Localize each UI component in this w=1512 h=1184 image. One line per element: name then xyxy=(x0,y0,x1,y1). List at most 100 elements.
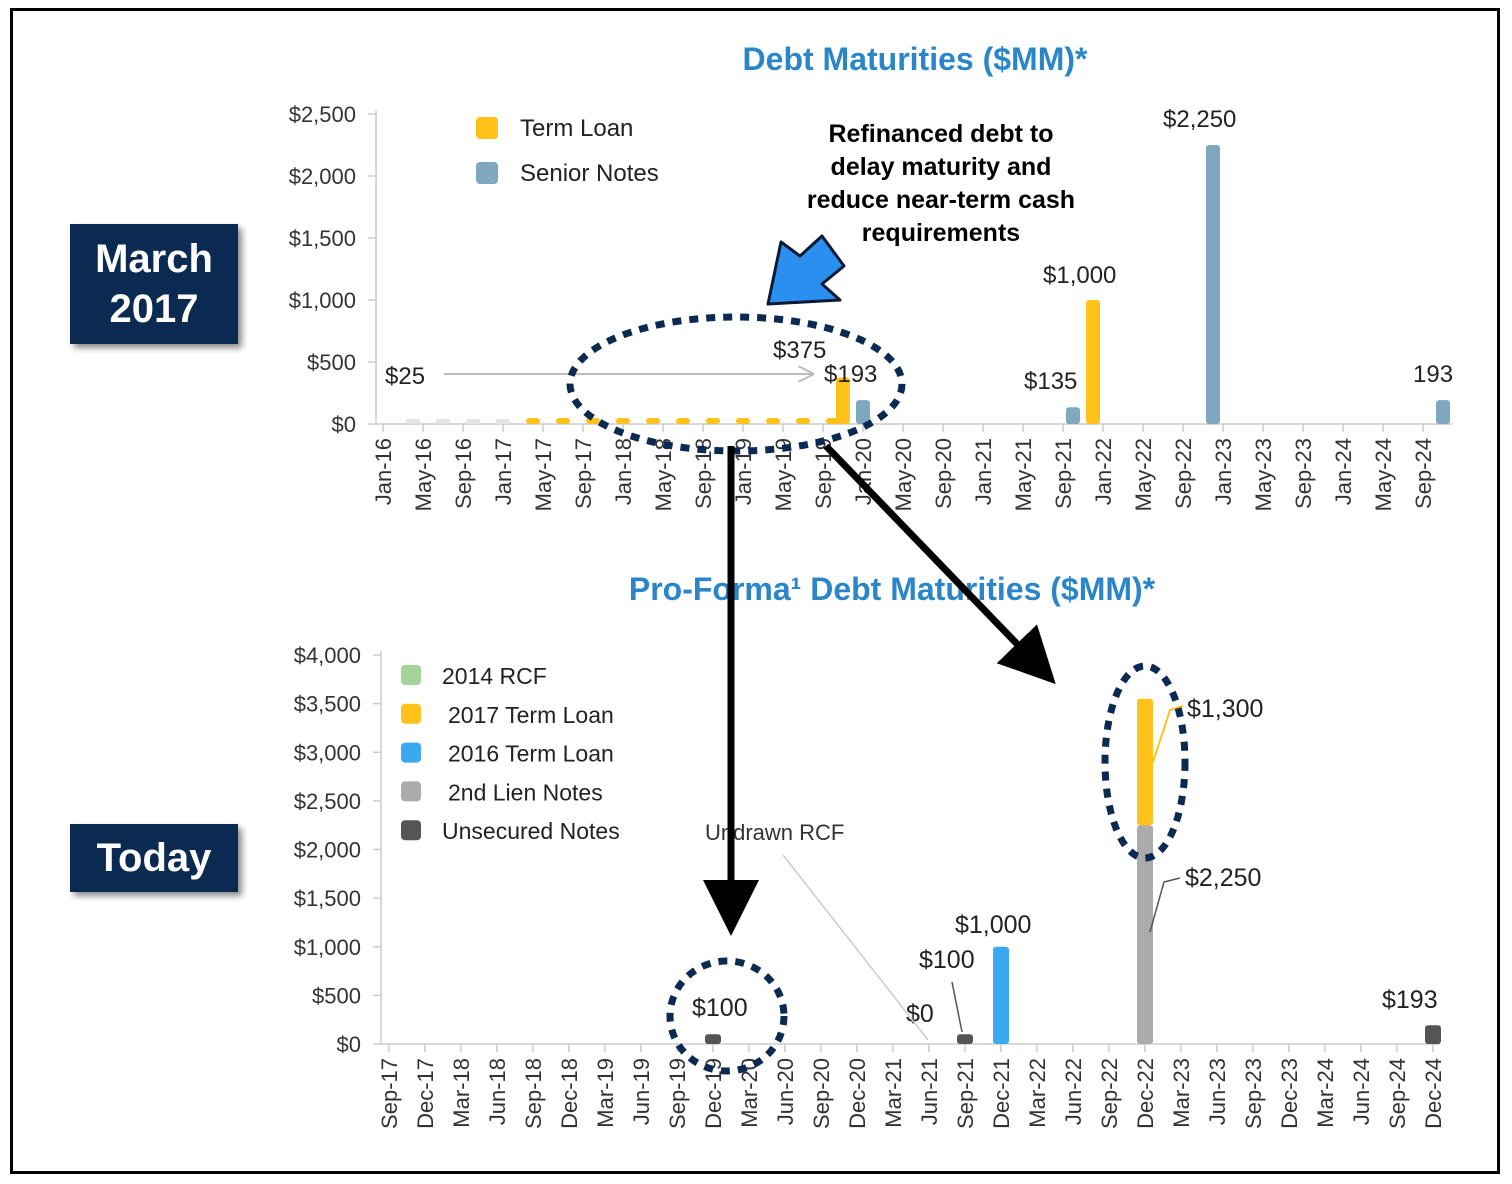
bottom-x-tick-label: Jun-24 xyxy=(1349,1058,1374,1125)
top-x-tick-label: Sep-21 xyxy=(1051,438,1076,509)
bottom-x-tick-label: Dec-23 xyxy=(1277,1058,1302,1129)
top-x-tick-label: Jan-16 xyxy=(371,438,396,505)
top-legend-label: Senior Notes xyxy=(520,160,659,187)
bottom-bar-unsecured-notes xyxy=(1425,1025,1441,1044)
leader-line xyxy=(782,854,929,1041)
bottom-y-tick-label: $3,500 xyxy=(294,692,361,717)
bottom-data-label: $100 xyxy=(919,946,975,974)
connector-arrow-diagonal xyxy=(823,443,1056,685)
top-data-label: $375 xyxy=(773,337,826,364)
top-legend-swatch xyxy=(476,162,498,184)
top-bar-senior-notes xyxy=(1436,400,1450,424)
top-x-tick-label: Jan-22 xyxy=(1091,438,1116,505)
bottom-chart-title: Pro-Forma¹ Debt Maturities ($MM)* xyxy=(629,571,1156,607)
top-x-tick-label: May-17 xyxy=(531,438,556,511)
bottom-x-tick-label: Sep-23 xyxy=(1241,1058,1266,1129)
bottom-highlight-ellipse-2022 xyxy=(1101,662,1189,862)
bottom-y-tick-label: $1,000 xyxy=(294,935,361,960)
top-bar-term-loan xyxy=(526,418,540,424)
bottom-bar-2017-term-loan xyxy=(1137,698,1153,826)
top-bar-term-loan xyxy=(736,418,750,424)
top-bar-senior-notes xyxy=(1206,145,1220,424)
slide-frame xyxy=(10,8,1500,1174)
top-data-label: 193 xyxy=(1413,361,1453,388)
top-y-tick-label: $2,000 xyxy=(289,164,356,189)
top-data-label: $135 xyxy=(1024,368,1077,395)
callout-arrow xyxy=(766,234,846,306)
bottom-y-tick-label: $500 xyxy=(312,983,361,1008)
leader-line xyxy=(1149,877,1181,933)
bottom-x-tick-label: Sep-17 xyxy=(377,1058,402,1129)
top-y-tick-label: $2,500 xyxy=(289,102,356,127)
leader-line xyxy=(1152,705,1184,763)
top-y-tick-label: $1,500 xyxy=(289,226,356,251)
top-bar-senior-notes xyxy=(1066,407,1080,424)
bottom-x-tick-label: Mar-22 xyxy=(1025,1058,1050,1128)
top-x-tick-label: May-24 xyxy=(1371,438,1396,511)
top-bar-senior-notes xyxy=(856,400,870,424)
bottom-data-label: $1,300 xyxy=(1187,695,1263,723)
bottom-y-tick-label: $0 xyxy=(337,1032,361,1057)
top-data-label: $2,250 xyxy=(1163,106,1236,133)
top-x-tick-label: Sep-23 xyxy=(1291,438,1316,509)
bottom-x-tick-label: Mar-18 xyxy=(449,1058,474,1128)
top-data-label: $25 xyxy=(385,363,425,390)
bottom-legend-swatch xyxy=(401,781,421,802)
top-x-tick-label: Sep-17 xyxy=(571,438,596,509)
top-highlight-ellipse xyxy=(566,313,906,455)
top-bar-term-loan xyxy=(676,418,690,424)
top-x-tick-label: Sep-16 xyxy=(451,438,476,509)
bottom-x-tick-label: Jun-21 xyxy=(917,1058,942,1125)
badge-line-1: March xyxy=(95,237,213,281)
period-badge-today: Today xyxy=(70,824,238,892)
top-y-tick-label: $500 xyxy=(307,350,356,375)
bottom-legend-label: 2017 Term Loan xyxy=(448,702,614,728)
undrawn-rcf-label: Undrawn RCF xyxy=(705,820,844,845)
top-y-tick-label: $0 xyxy=(332,412,356,437)
top-stub-bar xyxy=(436,419,450,424)
bottom-data-label: $100 xyxy=(692,994,748,1022)
bottom-x-tick-label: Dec-18 xyxy=(557,1058,582,1129)
top-chart-title: Debt Maturities ($MM)* xyxy=(743,41,1088,77)
bottom-x-tick-label: Jun-23 xyxy=(1205,1058,1230,1125)
top-x-tick-label: Jan-17 xyxy=(491,438,516,505)
badge-line-2: 2017 xyxy=(109,287,199,331)
top-x-tick-label: Sep-22 xyxy=(1171,438,1196,509)
bottom-x-tick-label: Sep-18 xyxy=(521,1058,546,1129)
bottom-data-label: $193 xyxy=(1382,986,1438,1014)
top-stub-bar xyxy=(406,419,420,424)
leader-line xyxy=(951,981,963,1033)
bottom-x-tick-label: Jun-18 xyxy=(485,1058,510,1125)
top-x-tick-label: May-21 xyxy=(1011,438,1036,511)
top-bar-term-loan xyxy=(556,418,570,424)
bottom-bar-2016-term-loan xyxy=(993,946,1009,1044)
top-x-tick-label: May-18 xyxy=(651,438,676,511)
bottom-legend-label: Unsecured Notes xyxy=(442,818,620,844)
bottom-data-label: $1,000 xyxy=(955,911,1031,939)
bottom-x-tick-label: Sep-24 xyxy=(1385,1058,1410,1129)
top-bar-term-loan xyxy=(1086,300,1100,424)
bottom-x-tick-label: Dec-24 xyxy=(1421,1058,1446,1129)
annotation-line-2: delay maturity and xyxy=(831,153,1052,181)
bottom-x-tick-label: Jun-19 xyxy=(629,1058,654,1125)
top-bar-term-loan xyxy=(706,418,720,424)
top-x-tick-label: Sep-24 xyxy=(1411,438,1436,509)
top-bar-term-loan xyxy=(796,418,810,424)
top-legend-swatch xyxy=(476,117,498,139)
period-badge-march-2017: March 2017 xyxy=(70,224,238,344)
bottom-x-tick-label: Dec-17 xyxy=(413,1058,438,1129)
bottom-x-tick-label: Mar-19 xyxy=(593,1058,618,1128)
top-legend-label: Term Loan xyxy=(520,115,633,142)
bottom-x-tick-label: Sep-22 xyxy=(1097,1058,1122,1129)
bottom-x-tick-label: Dec-22 xyxy=(1133,1058,1158,1129)
top-data-label: $1,000 xyxy=(1043,262,1116,289)
bottom-legend-label: 2016 Term Loan xyxy=(448,741,614,767)
top-y-tick-label: $1,000 xyxy=(289,288,356,313)
bottom-y-tick-label: $2,500 xyxy=(294,789,361,814)
annotation-line-1: Refinanced debt to xyxy=(828,120,1053,148)
bottom-legend-swatch xyxy=(401,742,421,763)
bottom-y-tick-label: $1,500 xyxy=(294,886,361,911)
bottom-legend-swatch xyxy=(401,665,421,685)
top-x-tick-label: Jan-24 xyxy=(1331,438,1356,505)
